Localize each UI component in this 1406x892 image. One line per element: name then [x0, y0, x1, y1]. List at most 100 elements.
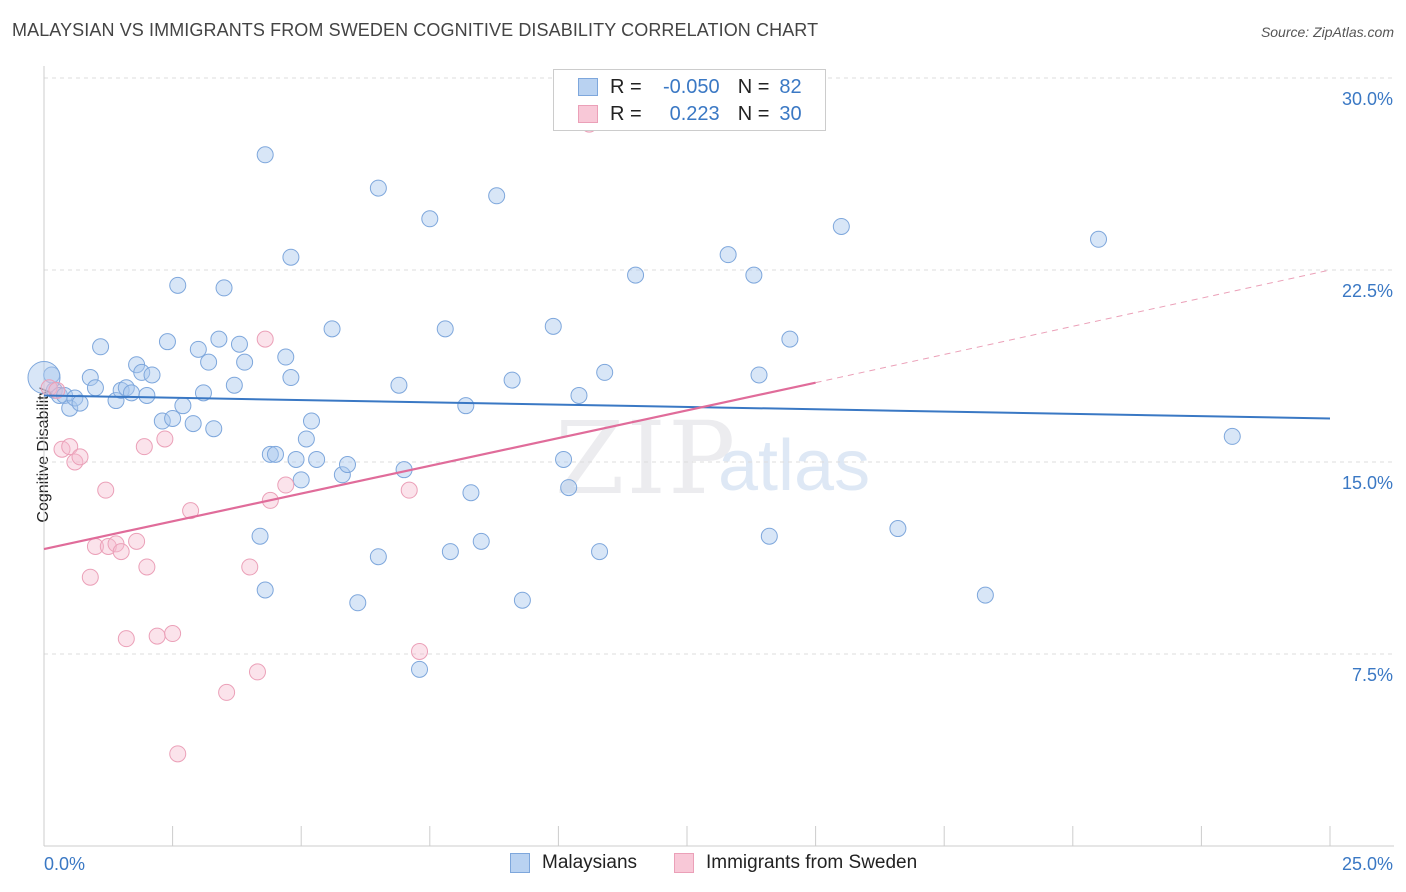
legend-swatch-blue: [578, 78, 598, 96]
trend-line-malaysians: [43, 394, 1331, 420]
chart-title: MALAYSIAN VS IMMIGRANTS FROM SWEDEN COGN…: [12, 20, 819, 40]
data-point-malaysians: [488, 187, 506, 205]
data-point-sweden: [169, 745, 187, 763]
legend-n-value-sweden: 30: [779, 102, 802, 125]
legend-swatch-blue: [510, 853, 530, 873]
data-point-malaysians: [411, 660, 429, 678]
data-point-sweden: [61, 438, 79, 456]
data-point-malaysians: [287, 450, 305, 468]
data-point-malaysians: [282, 369, 300, 387]
data-point-malaysians: [282, 248, 300, 266]
y-tick-label: 30.0%: [1342, 89, 1393, 109]
data-point-malaysians: [122, 384, 140, 402]
legend-item-malaysians[interactable]: Malaysians: [510, 852, 637, 874]
legend-row-malaysians: R = -0.050 N = 82: [578, 74, 802, 100]
data-point-malaysians: [112, 381, 130, 399]
data-point-sweden: [241, 558, 259, 576]
legend-item-sweden[interactable]: Immigrants from Sweden: [674, 852, 917, 874]
data-point-sweden: [71, 448, 89, 466]
data-point-malaysians: [544, 317, 562, 335]
data-point-malaysians: [200, 353, 218, 371]
data-point-malaysians: [251, 527, 269, 545]
source-label: Source: ZipAtlas.com: [1260, 24, 1394, 40]
data-point-malaysians: [323, 320, 341, 338]
data-point-malaysians: [591, 543, 609, 561]
legend-row-sweden: R = 0.223 N = 30: [578, 101, 802, 127]
data-point-malaysians: [719, 246, 737, 264]
data-point-malaysians: [256, 581, 274, 599]
data-point-sweden: [117, 630, 135, 648]
data-point-malaysians: [349, 594, 367, 612]
data-point-malaysians: [421, 210, 439, 228]
data-point-malaysians: [174, 397, 192, 415]
data-point-malaysians: [503, 371, 521, 389]
data-point-malaysians: [596, 363, 614, 381]
data-point-malaysians: [66, 389, 84, 407]
data-point-malaysians: [92, 338, 110, 356]
data-point-sweden: [66, 453, 84, 471]
data-point-malaysians: [86, 379, 104, 397]
data-point-malaysians: [513, 591, 531, 609]
data-point-malaysians: [570, 386, 588, 404]
data-point-sweden: [48, 381, 66, 399]
legend-swatch-pink: [674, 853, 694, 873]
data-point-malaysians: [158, 333, 176, 351]
data-point-sweden: [128, 532, 146, 550]
data-point-malaysians: [472, 532, 490, 550]
data-point-malaysians: [230, 335, 248, 353]
data-point-malaysians: [256, 146, 274, 164]
data-point-malaysians: [1090, 230, 1108, 248]
data-point-sweden: [411, 642, 429, 660]
trend-line-sweden-extension: [815, 269, 1331, 384]
correlation-legend: R = -0.050 N = 82 R = 0.223 N = 30: [553, 69, 826, 131]
data-point-malaysians: [441, 543, 459, 561]
legend-swatch-pink: [578, 105, 598, 123]
data-point-malaysians: [117, 379, 135, 397]
data-point-malaysians: [205, 420, 223, 438]
data-point-malaysians: [153, 412, 171, 430]
legend-label-sweden: Immigrants from Sweden: [706, 852, 918, 873]
data-point-malaysians: [832, 217, 850, 235]
data-point-sweden: [218, 683, 236, 701]
data-point-malaysians: [169, 276, 187, 294]
data-point-malaysians: [781, 330, 799, 348]
data-point-malaysians: [261, 445, 279, 463]
data-point-malaysians: [369, 179, 387, 197]
legend-r-value-sweden: 0.223: [669, 102, 720, 125]
data-point-sweden: [148, 627, 166, 645]
data-point-malaysians: [164, 409, 182, 427]
legend-label-malaysians: Malaysians: [542, 852, 638, 873]
data-point-malaysians: [436, 320, 454, 338]
data-point-sweden: [248, 663, 266, 681]
data-point-malaysians: [390, 376, 408, 394]
data-point-malaysians: [215, 279, 233, 297]
data-point-malaysians: [302, 412, 320, 430]
data-point-malaysians: [138, 386, 156, 404]
data-point-malaysians: [457, 397, 475, 415]
data-point-malaysians: [308, 450, 326, 468]
data-point-malaysians: [184, 415, 202, 433]
data-point-malaysians: [627, 266, 645, 284]
data-point-malaysians: [333, 466, 351, 484]
y-tick-label: 22.5%: [1342, 281, 1393, 301]
data-point-malaysians: [560, 479, 578, 497]
data-point-malaysians: [266, 445, 284, 463]
data-point-sweden: [135, 438, 153, 456]
data-point-sweden: [164, 625, 182, 643]
data-point-malaysians: [745, 266, 763, 284]
data-point-sweden: [156, 430, 174, 448]
legend-r-label: R =: [610, 75, 642, 98]
data-point-sweden: [81, 568, 99, 586]
data-point-malaysians: [889, 520, 907, 538]
data-point-malaysians: [225, 376, 243, 394]
data-point-sweden: [277, 476, 295, 494]
data-point-malaysians: [292, 471, 310, 489]
data-point-malaysians: [1223, 427, 1241, 445]
data-point-malaysians: [81, 369, 99, 387]
watermark-atlas: atlas: [718, 426, 871, 506]
data-point-sweden: [97, 481, 115, 499]
data-point-malaysians: [750, 366, 768, 384]
data-point-sweden: [182, 502, 200, 520]
data-point-malaysians: [297, 430, 315, 448]
